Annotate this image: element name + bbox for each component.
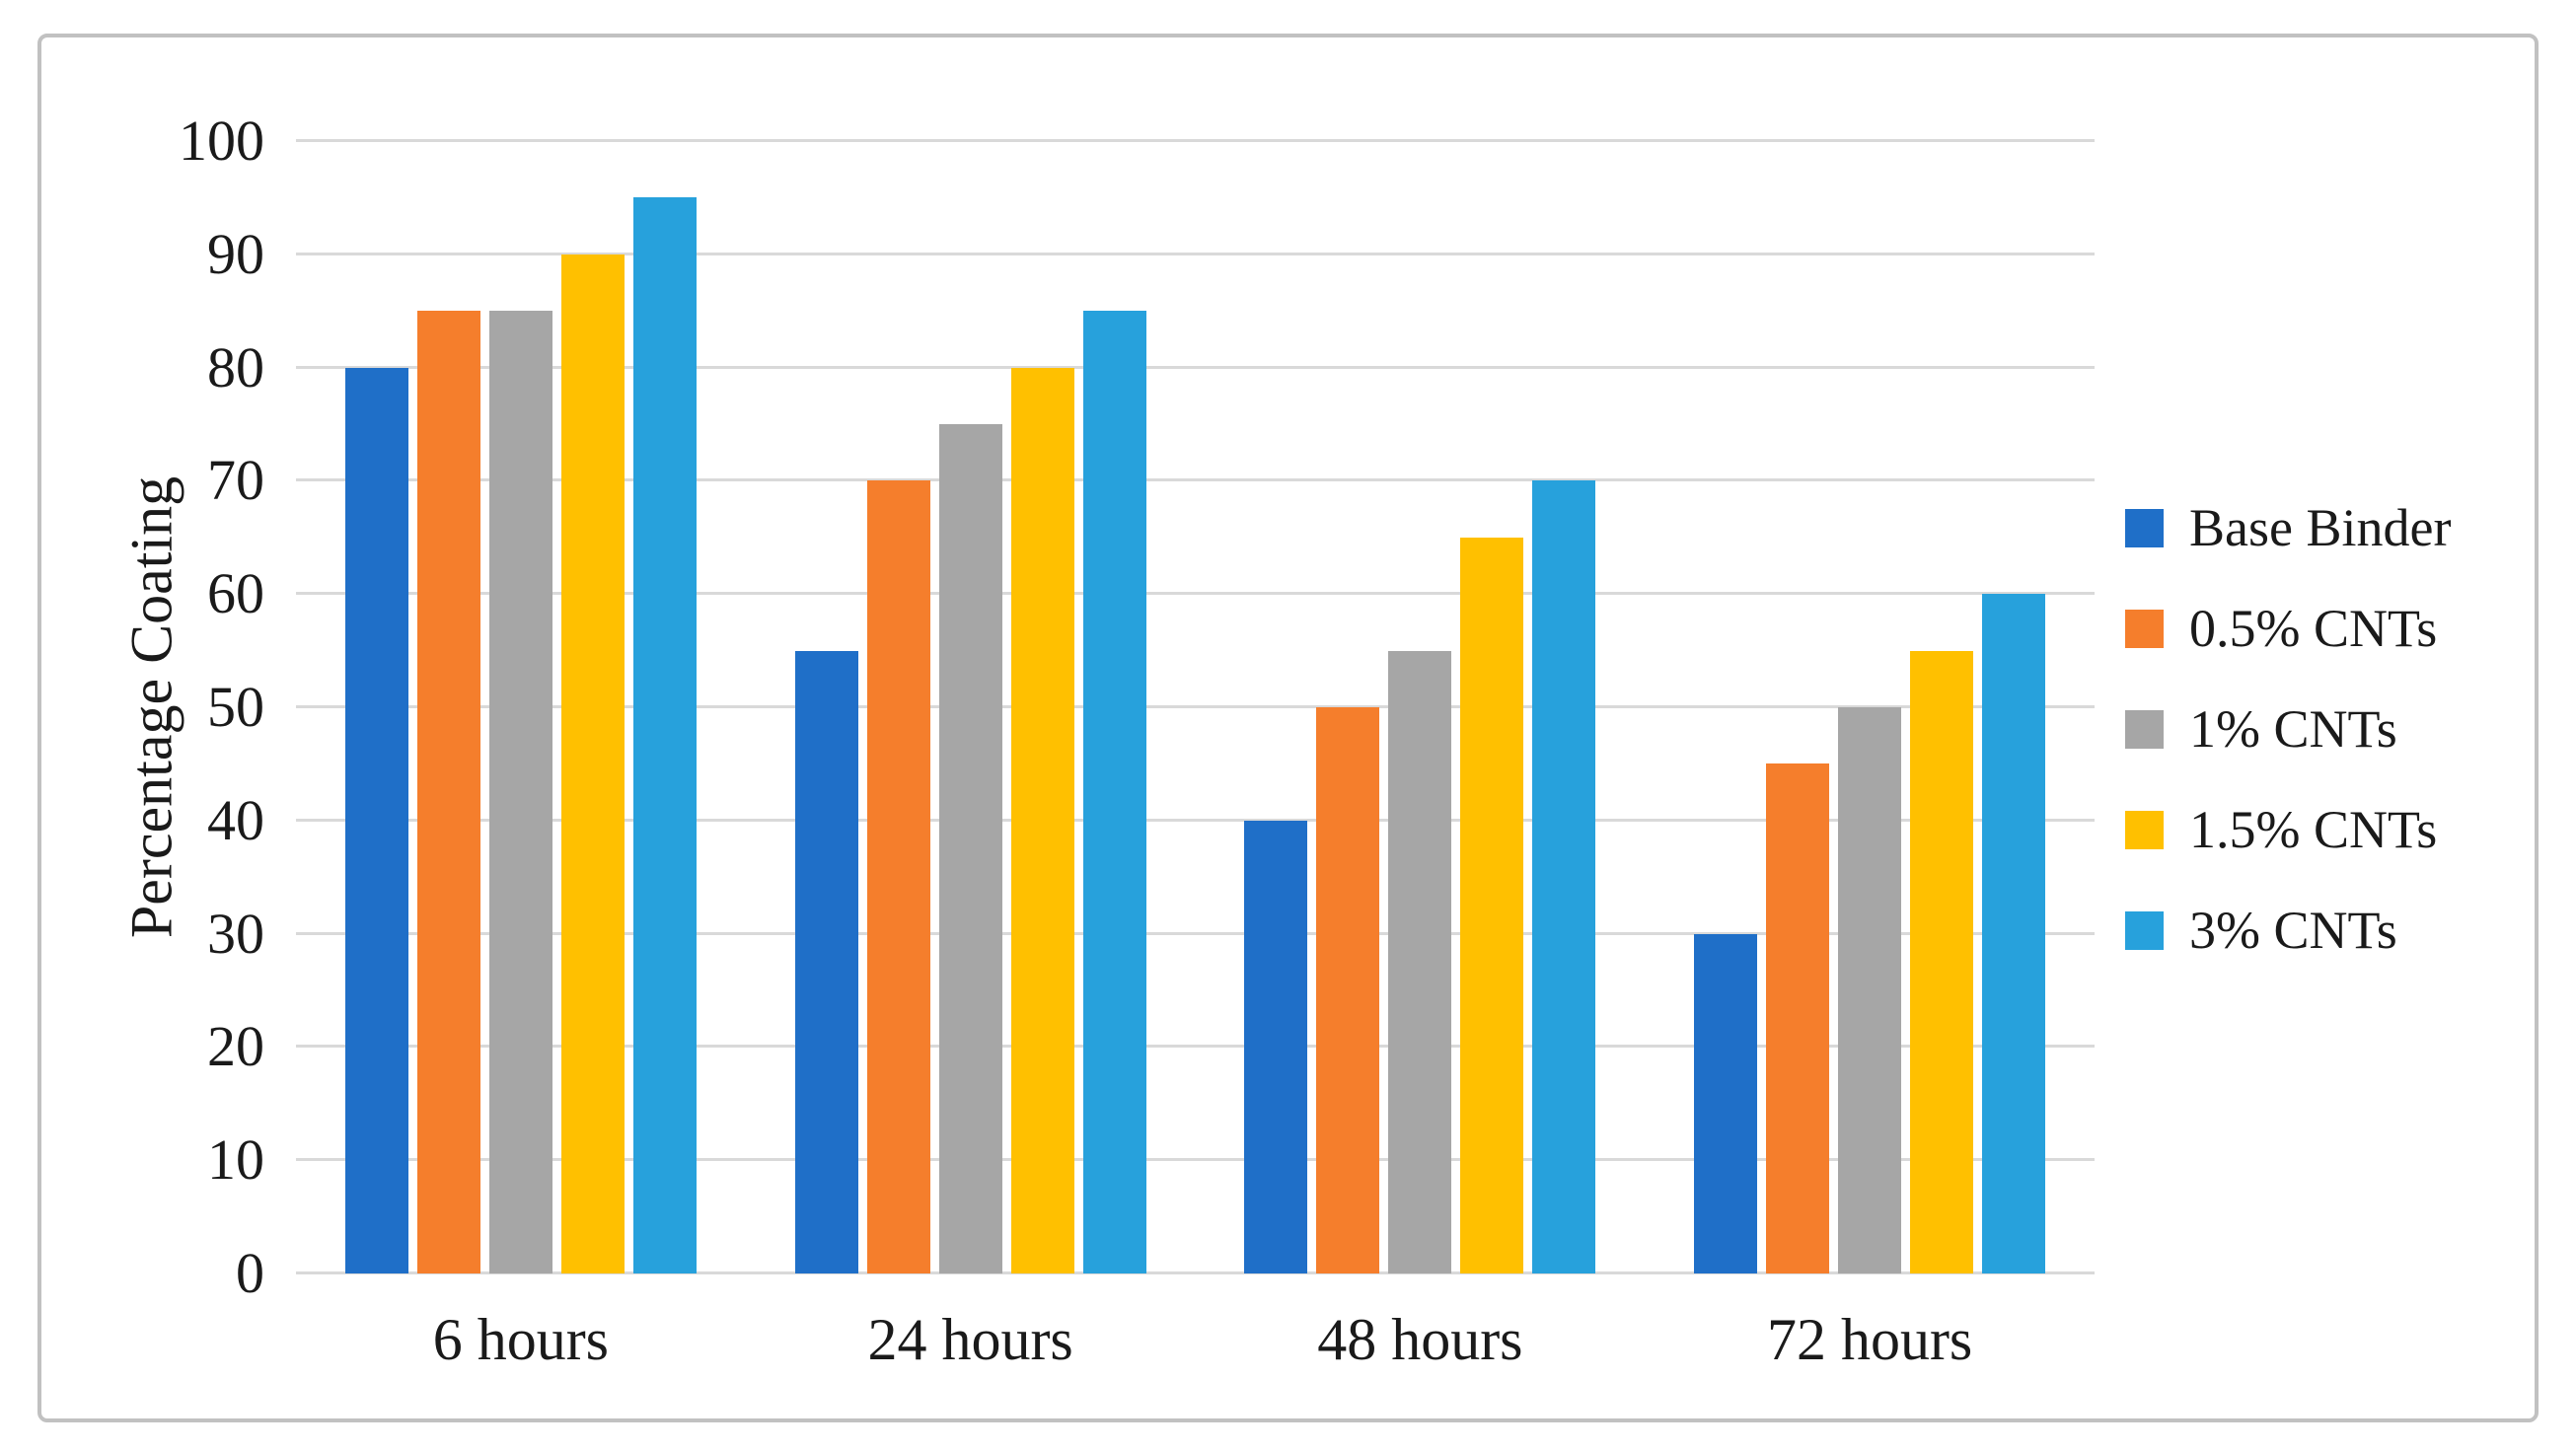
legend-item-3-cnts: 3% CNTs [2125, 902, 2451, 959]
bar-cluster-6-hours [296, 141, 746, 1273]
gridline [296, 252, 2095, 255]
legend-label: 3% CNTs [2189, 901, 2397, 960]
gridline [296, 818, 2095, 822]
y-tick-label: 80 [207, 334, 264, 399]
y-axis-ticks: 0 10 20 30 40 50 60 70 80 90 100 [41, 109, 264, 1305]
legend: Base Binder 0.5% CNTs 1% CNTs 1.5% CNTs 3% C… [2125, 499, 2451, 959]
bar-1-cnts-48-hours [1388, 650, 1452, 1273]
legend-swatch-icon [2125, 508, 2164, 547]
gridline [296, 478, 2095, 482]
bar-1-cnts-24-hours [938, 424, 1002, 1273]
legend-swatch-icon [2125, 709, 2164, 749]
gridline [296, 931, 2095, 935]
gridline [296, 139, 2095, 142]
gridline [296, 365, 2095, 369]
bar-1-5-cnts-48-hours [1460, 537, 1524, 1273]
bar-0-5-cnts-72-hours [1766, 763, 1830, 1273]
bar-1-5-cnts-6-hours [560, 254, 625, 1273]
gridline [296, 1271, 2095, 1274]
y-tick-label: 100 [179, 109, 264, 173]
legend-label: 1% CNTs [2189, 699, 2397, 759]
bar-1-cnts-6-hours [488, 311, 552, 1273]
legend-label: 0.5% CNTs [2189, 599, 2438, 658]
bar-cluster-72-hours [1645, 141, 2095, 1273]
legend-item-1-5-cnts: 1.5% CNTs [2125, 801, 2451, 858]
bar-cluster-48-hours [1196, 141, 1646, 1273]
bar-0-5-cnts-24-hours [866, 480, 930, 1273]
x-axis-labels: 6 hours 24 hours 48 hours 72 hours [296, 1306, 2095, 1374]
y-tick-label: 90 [207, 221, 264, 286]
y-tick-label: 40 [207, 787, 264, 852]
bar-1-cnts-72-hours [1838, 707, 1902, 1273]
figure-frame: Percentage Coating 0 10 20 30 40 50 60 70 80 90 10… [37, 34, 2539, 1422]
gridline [296, 1045, 2095, 1049]
legend-swatch-icon [2125, 609, 2164, 648]
bar-base-binder-24-hours [794, 650, 858, 1273]
legend-item-1-cnts: 1% CNTs [2125, 700, 2451, 758]
bar-clusters [296, 141, 2095, 1273]
bar-3-cnts-6-hours [632, 197, 697, 1273]
legend-label: 1.5% CNTs [2189, 800, 2438, 859]
legend-swatch-icon [2125, 810, 2164, 849]
legend-label: Base Binder [2189, 498, 2452, 557]
bar-base-binder-6-hours [344, 367, 408, 1273]
bar-cluster-24-hours [746, 141, 1196, 1273]
gridline [296, 705, 2095, 708]
gridline [296, 1158, 2095, 1162]
plot-area [296, 139, 2095, 1274]
legend-swatch-icon [2125, 910, 2164, 950]
bar-0-5-cnts-6-hours [416, 311, 480, 1273]
bar-3-cnts-24-hours [1082, 311, 1146, 1273]
bar-1-5-cnts-72-hours [1910, 650, 1974, 1273]
legend-item-0-5-cnts: 0.5% CNTs [2125, 600, 2451, 657]
x-tick-label-48-hours: 48 hours [1317, 1307, 1523, 1372]
x-tick-label-72-hours: 72 hours [1766, 1307, 1973, 1372]
x-tick-label-6-hours: 6 hours [432, 1307, 610, 1372]
bar-base-binder-48-hours [1244, 820, 1308, 1273]
y-tick-label: 30 [207, 901, 264, 966]
y-tick-label: 10 [207, 1127, 264, 1193]
y-tick-label: 60 [207, 561, 264, 626]
legend-item-base-binder: Base Binder [2125, 499, 2451, 556]
x-tick-label-24-hours: 24 hours [867, 1307, 1073, 1372]
bar-1-5-cnts-24-hours [1010, 367, 1074, 1273]
bar-base-binder-72-hours [1694, 933, 1758, 1273]
bar-3-cnts-48-hours [1532, 480, 1596, 1273]
y-tick-label: 0 [236, 1241, 264, 1305]
gridline [296, 592, 2095, 596]
y-tick-label: 70 [207, 448, 264, 513]
bar-0-5-cnts-48-hours [1316, 707, 1380, 1273]
y-tick-label: 20 [207, 1014, 264, 1079]
bar-3-cnts-72-hours [1982, 594, 2046, 1273]
y-tick-label: 50 [207, 675, 264, 739]
